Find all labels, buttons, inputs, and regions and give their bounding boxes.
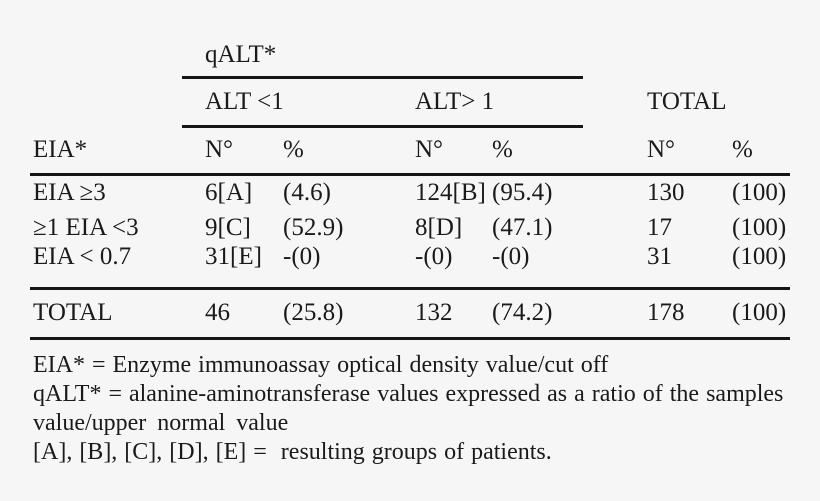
table-row: EIA < 0.7 31[E] -(0) -(0) -(0) 31 (100) (33, 242, 790, 287)
spacer-cell (33, 78, 205, 125)
table-cell: (52.9) (283, 213, 344, 241)
footnote-qalt-continued: value/upper normal value (33, 410, 289, 436)
group-header-row: qALT* (33, 40, 790, 78)
col-group-alt-gt1: ALT> 1 (415, 88, 495, 115)
table-cell: (95.4) (492, 179, 553, 206)
row-label: EIA ≥3 (33, 179, 106, 206)
table-cell: 130 (647, 179, 685, 206)
spacer-cell (647, 40, 790, 78)
row-label-total: TOTAL (33, 298, 113, 326)
table-cell: (100) (732, 243, 787, 270)
col-group-total: TOTAL (647, 88, 727, 115)
table-cell: 178 (647, 298, 685, 326)
table-cell: -(0) (492, 243, 530, 270)
table-cell: -(0) (283, 243, 321, 270)
table-cell: -(0) (415, 243, 453, 270)
sub-header-pct: % (732, 135, 753, 163)
total-row: TOTAL 46 (25.8) 132 (74.2) 178 (100) (33, 287, 790, 337)
table-cell: 9[C] (205, 213, 251, 241)
sub-header-row: EIA* N° % N° % N° % (33, 125, 790, 173)
column-group-row: ALT <1 ALT> 1 TOTAL (33, 78, 790, 125)
sub-header-n: N° (205, 135, 234, 163)
table-cell: 124[B] (415, 179, 486, 206)
col-group-alt-lt1: ALT <1 (205, 88, 284, 115)
footnote-qalt: qALT* = alanine-aminotransferase values … (33, 381, 784, 407)
group-header-qalt: qALT* (205, 41, 277, 68)
table-cell: 132 (415, 298, 453, 326)
table-cell: 6[A] (205, 179, 253, 206)
rule-under-column-groups (182, 125, 583, 128)
row-label: ≥1 EIA <3 (33, 213, 139, 241)
table-cell: (47.1) (492, 213, 553, 241)
row-label: EIA < 0.7 (33, 243, 132, 270)
table-row: ≥1 EIA <3 9[C] (52.9) 8[D] (47.1) 17 (10… (33, 212, 790, 242)
table-cell: 8[D] (415, 213, 463, 241)
data-table: qALT* ALT <1 ALT> 1 TOTAL EIA* N° % N° %… (33, 40, 790, 337)
table-cell: 17 (647, 213, 672, 241)
rule-under-qalt (182, 76, 583, 79)
table-cell: 31[E] (205, 243, 262, 270)
table-cell: (100) (732, 298, 787, 326)
table-cell: (4.6) (283, 179, 331, 206)
table-cell: 31 (647, 243, 672, 270)
rule-below-total (30, 337, 790, 340)
sub-header-n: N° (647, 135, 676, 163)
table-cell: 46 (205, 298, 230, 326)
sub-header-pct: % (492, 135, 513, 163)
spacer-cell (33, 40, 205, 78)
footnotes: EIA* = Enzyme immunoassay optical densit… (33, 351, 803, 467)
rule-above-total (30, 287, 790, 290)
table-cell: (100) (732, 179, 787, 206)
sub-header-n: N° (415, 135, 444, 163)
table-cell: (74.2) (492, 298, 553, 326)
table-row: EIA ≥3 6[A] (4.6) 124[B] (95.4) 130 (100… (33, 173, 790, 212)
row-header-eia: EIA* (33, 135, 88, 163)
table-cell: (100) (732, 213, 787, 241)
footnote-groups: [A], [B], [C], [D], [E] = resulting grou… (33, 439, 552, 465)
table-cell: (25.8) (283, 298, 344, 326)
footnote-eia: EIA* = Enzyme immunoassay optical densit… (33, 352, 609, 378)
rule-under-header (30, 173, 790, 176)
sub-header-pct: % (283, 135, 304, 163)
